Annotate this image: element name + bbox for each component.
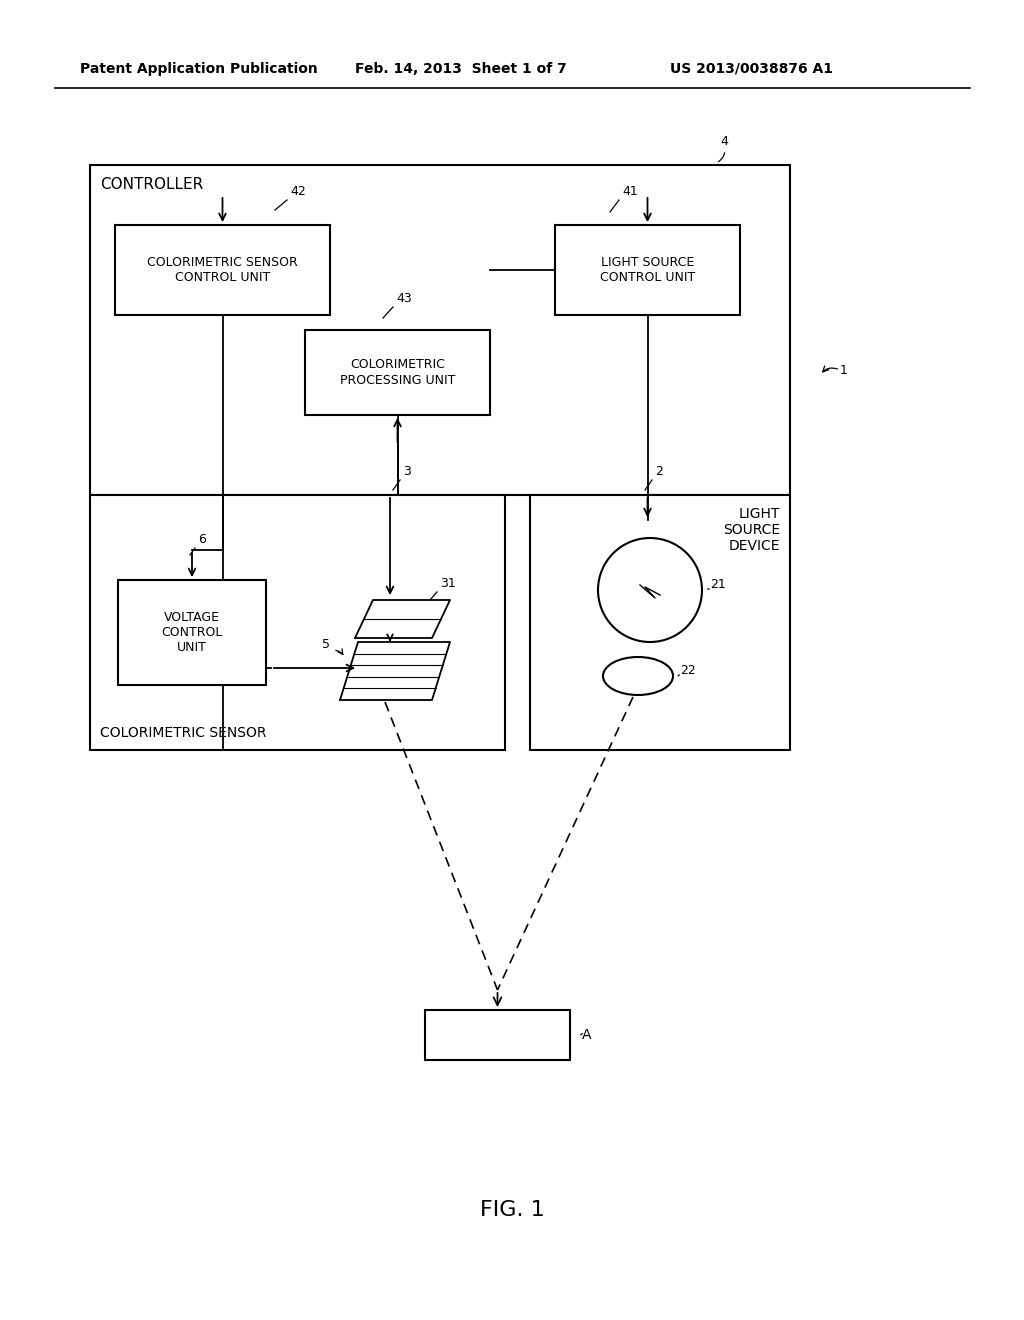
Text: CONTROLLER: CONTROLLER (100, 177, 203, 191)
Text: 41: 41 (622, 185, 638, 198)
Text: COLORIMETRIC SENSOR: COLORIMETRIC SENSOR (100, 726, 266, 741)
Bar (115, 224, 330, 315)
Bar (90, 495, 505, 750)
Bar (118, 579, 266, 685)
Text: 1: 1 (840, 363, 848, 376)
Text: FIG. 1: FIG. 1 (479, 1200, 545, 1220)
Text: 21: 21 (710, 578, 726, 591)
Text: 5: 5 (322, 639, 330, 652)
Text: 22: 22 (680, 664, 695, 676)
Text: LIGHT
SOURCE
DEVICE: LIGHT SOURCE DEVICE (723, 507, 780, 553)
Text: COLORIMETRIC SENSOR
CONTROL UNIT: COLORIMETRIC SENSOR CONTROL UNIT (147, 256, 298, 284)
Text: 6: 6 (198, 533, 206, 546)
Text: A: A (582, 1028, 592, 1041)
Text: Patent Application Publication: Patent Application Publication (80, 62, 317, 77)
Text: US 2013/0038876 A1: US 2013/0038876 A1 (670, 62, 833, 77)
Text: VOLTAGE
CONTROL
UNIT: VOLTAGE CONTROL UNIT (162, 611, 222, 653)
Text: Feb. 14, 2013  Sheet 1 of 7: Feb. 14, 2013 Sheet 1 of 7 (355, 62, 566, 77)
Text: 43: 43 (396, 292, 412, 305)
Bar (555, 224, 740, 315)
Text: LIGHT SOURCE
CONTROL UNIT: LIGHT SOURCE CONTROL UNIT (600, 256, 695, 284)
Bar (90, 165, 790, 495)
Text: 3: 3 (403, 465, 411, 478)
Text: 2: 2 (655, 465, 663, 478)
Bar (305, 330, 490, 414)
Text: COLORIMETRIC
PROCESSING UNIT: COLORIMETRIC PROCESSING UNIT (340, 359, 456, 387)
Text: 42: 42 (290, 185, 306, 198)
Bar (530, 495, 790, 750)
Bar (425, 1010, 570, 1060)
Text: 4: 4 (720, 135, 728, 148)
Text: 31: 31 (440, 577, 456, 590)
